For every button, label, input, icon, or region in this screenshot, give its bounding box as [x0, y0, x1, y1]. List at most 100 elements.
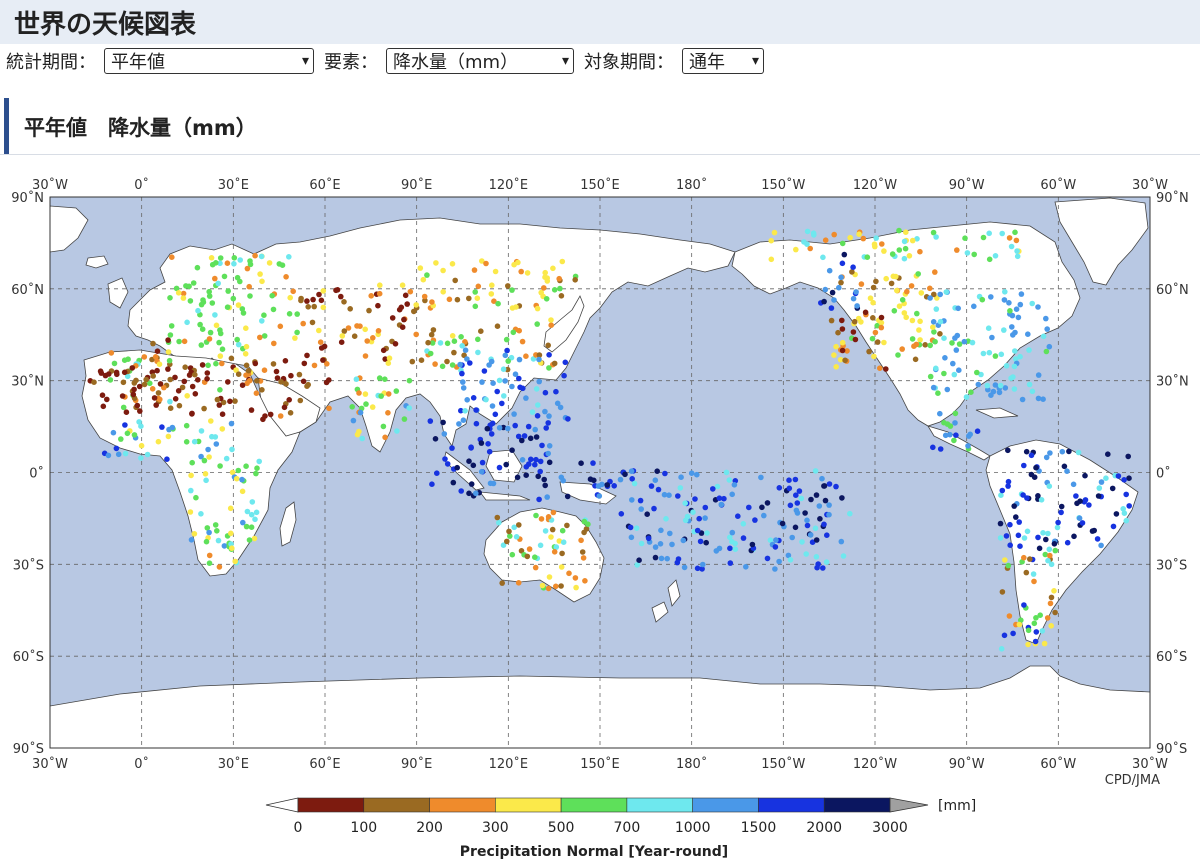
latitude-label: 90˚N [1156, 190, 1189, 206]
station-dot [450, 479, 457, 486]
station-dot [260, 416, 266, 423]
station-dot [812, 525, 819, 532]
latitude-label: 30˚N [1156, 374, 1189, 390]
station-dot [651, 505, 657, 512]
legend-low-arrow [265, 797, 299, 813]
period-select[interactable]: 平年値 ▾ [104, 48, 314, 74]
station-dot [502, 352, 509, 359]
station-dot [538, 516, 545, 522]
station-dot [542, 408, 548, 415]
station-dot [899, 297, 906, 303]
station-dot [871, 241, 878, 247]
station-dot [310, 296, 316, 303]
station-dot [468, 481, 475, 487]
station-dot [553, 583, 559, 590]
station-dot [169, 424, 176, 431]
station-dot [914, 236, 920, 242]
station-dot [535, 402, 541, 408]
station-dot [244, 380, 250, 387]
station-dot [1042, 551, 1049, 558]
station-dot [456, 421, 462, 427]
station-dot [764, 500, 771, 506]
station-dot [429, 340, 436, 346]
target-select[interactable]: 通年 ▾ [682, 48, 764, 74]
station-dot [909, 317, 916, 324]
station-dot [927, 285, 933, 292]
station-dot [661, 491, 668, 498]
station-dot [837, 356, 844, 363]
longitude-label: 150˚W [761, 177, 805, 193]
station-dot [652, 544, 659, 550]
station-dot [1047, 450, 1053, 456]
station-dot [729, 538, 735, 545]
station-dot [366, 307, 372, 314]
element-select[interactable]: 降水量（mm） ▾ [386, 48, 574, 74]
legend-swatch [626, 797, 693, 813]
station-dot [129, 365, 136, 371]
station-dot [203, 477, 209, 484]
station-dot [244, 508, 251, 515]
station-dot [458, 488, 465, 494]
station-dot [224, 260, 231, 266]
station-dot [941, 335, 947, 341]
station-dot [203, 538, 210, 545]
station-dot [533, 456, 539, 463]
longitude-label: 30˚W [32, 177, 68, 193]
station-dot [449, 445, 455, 451]
map-frame [49, 196, 1151, 749]
station-dot [425, 339, 431, 346]
station-dot [1005, 483, 1011, 489]
station-dot [107, 377, 114, 383]
station-dot [234, 274, 241, 281]
station-dot [167, 398, 173, 405]
longitude-label: 150˚E [580, 177, 620, 193]
station-dot [341, 299, 347, 305]
station-dot [176, 402, 183, 409]
station-dot [1015, 314, 1022, 321]
station-dot [228, 530, 234, 537]
station-dot [213, 360, 219, 367]
station-dot [839, 347, 846, 354]
station-dot [629, 476, 635, 482]
station-dot [446, 296, 453, 303]
station-dot [488, 431, 495, 437]
station-dot [237, 257, 243, 263]
station-dot [799, 539, 805, 545]
station-dot [202, 471, 209, 477]
station-dot [896, 247, 903, 253]
chevron-down-icon: ▾ [301, 53, 309, 69]
station-dot [927, 373, 934, 380]
station-dot [1026, 381, 1033, 388]
station-layer [87, 227, 1132, 652]
station-dot [549, 526, 556, 533]
station-dot [723, 469, 730, 476]
station-dot [565, 416, 571, 422]
station-dot [524, 553, 531, 560]
station-dot [694, 565, 701, 572]
station-dot [270, 361, 277, 367]
station-dot [1098, 542, 1104, 549]
station-dot [495, 300, 501, 307]
legend-tick-label: 2000 [806, 820, 842, 836]
station-dot [460, 385, 467, 391]
station-dot [697, 538, 704, 545]
station-dot [1031, 474, 1038, 481]
station-dot [123, 409, 130, 415]
station-dot [545, 514, 552, 520]
station-dot [496, 377, 503, 384]
station-dot [870, 315, 876, 321]
station-dot [466, 458, 472, 465]
period-label: 統計期間： [6, 52, 96, 73]
station-dot [902, 245, 909, 252]
station-dot [125, 356, 131, 362]
station-dot [937, 331, 943, 337]
station-dot [454, 464, 461, 471]
station-dot [851, 318, 858, 325]
station-dot [252, 360, 259, 367]
station-dot [953, 432, 959, 439]
station-dot [906, 253, 913, 259]
station-dot [1123, 491, 1129, 498]
station-dot [819, 475, 825, 482]
station-dot [1025, 627, 1032, 634]
station-dot [930, 319, 937, 325]
